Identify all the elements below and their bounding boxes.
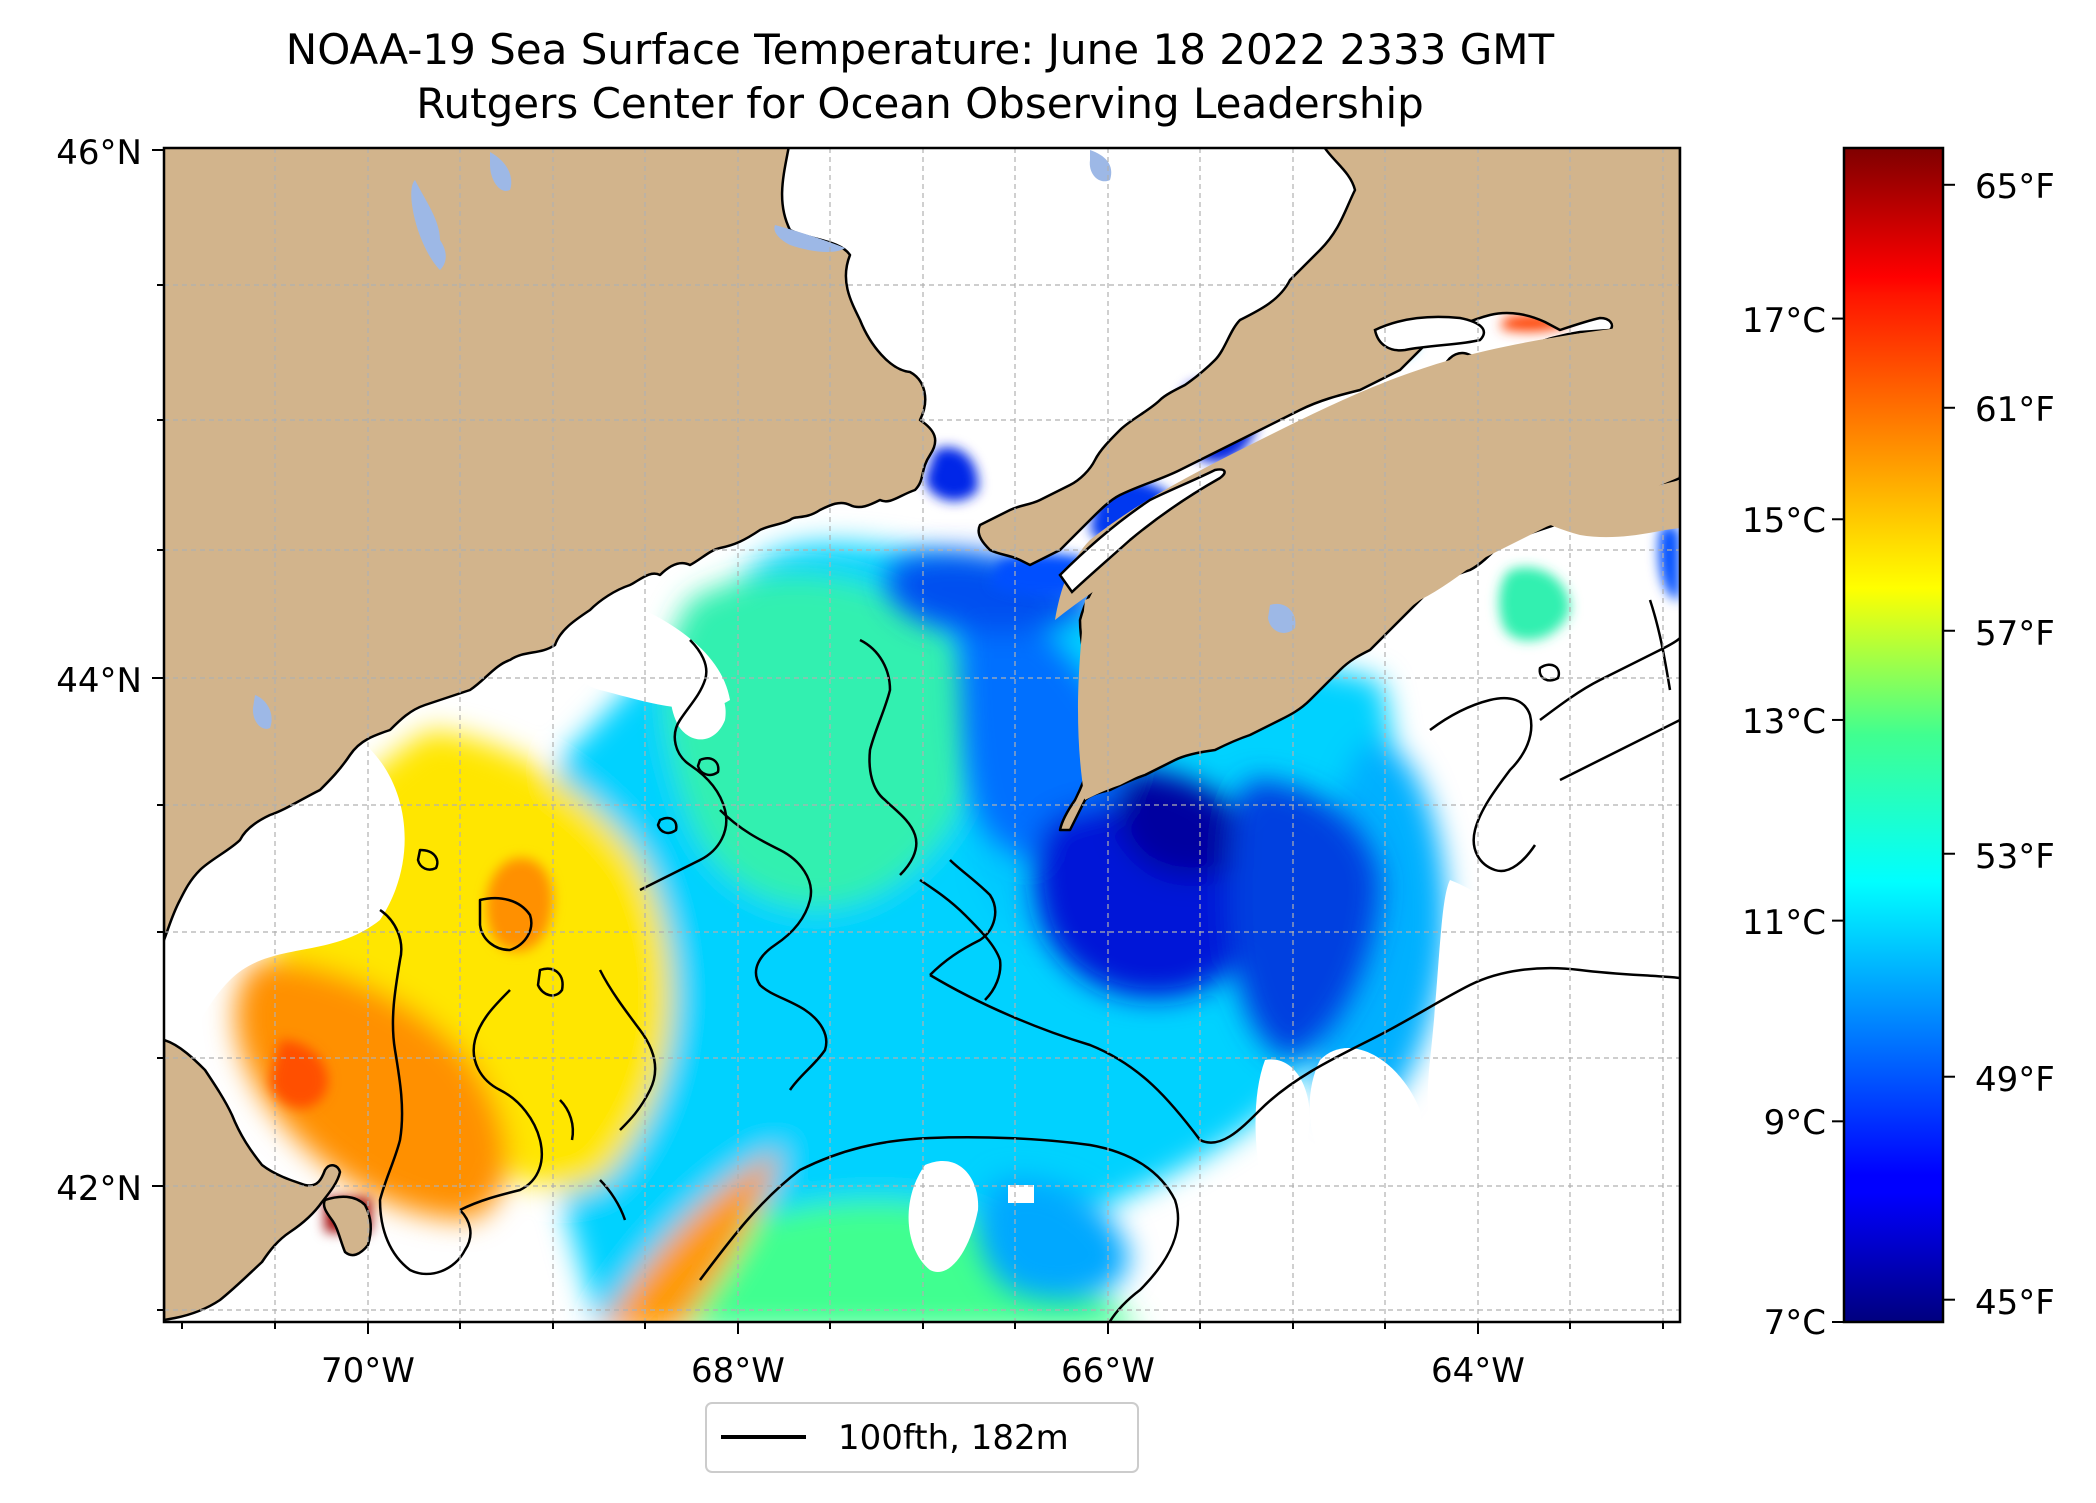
lat-axis: [152, 149, 164, 1311]
colorbar-c-15: 15°C: [1742, 501, 1826, 541]
bay-of-fundy: [1058, 468, 1226, 594]
map-area: [164, 148, 1680, 1322]
legend: 100fth, 182m: [705, 1402, 1139, 1473]
lakes: [252, 150, 1296, 729]
land-southern-ne: [164, 1038, 342, 1322]
lat-label-44: 44°N: [56, 661, 142, 701]
colorbar-c-7: 7°C: [1764, 1303, 1826, 1343]
map-title: NOAA-19 Sea Surface Temperature: June 18…: [285, 25, 1555, 74]
isobath-100fth: [378, 599, 1680, 1322]
colorbar-f-65: 65°F: [1975, 167, 2055, 207]
lat-label-42: 42°N: [56, 1169, 142, 1209]
colorbar-f-49: 49°F: [1975, 1060, 2055, 1100]
land-nova-scotia-main: [1055, 320, 1680, 620]
colorbar-c-9: 9°C: [1764, 1103, 1826, 1143]
land-cape-cod: [322, 1195, 372, 1257]
gridlines: [164, 148, 1680, 1322]
map-subtitle: Rutgers Center for Ocean Observing Leade…: [416, 79, 1424, 128]
legend-label: 100fth, 182m: [838, 1418, 1069, 1458]
lon-label-70: 70°W: [321, 1351, 415, 1391]
colorbar-f-57: 57°F: [1975, 614, 2055, 654]
colorbar-c-13: 13°C: [1742, 702, 1826, 742]
colorbar-f-45: 45°F: [1975, 1283, 2055, 1323]
colorbar-c-11: 11°C: [1742, 903, 1826, 943]
minas-basin: [1373, 315, 1486, 352]
land-new-england: [164, 148, 937, 942]
colorbar-gradient: [1842, 146, 1945, 1324]
lon-label-64: 64°W: [1431, 1351, 1525, 1391]
lon-label-66: 66°W: [1061, 1351, 1155, 1391]
colorbar-c-17: 17°C: [1742, 301, 1826, 341]
lon-axis: [181, 1322, 1664, 1334]
legend-box: [705, 1402, 1139, 1473]
lon-label-68: 68°W: [691, 1351, 785, 1391]
land-nova-scotia-south: [1078, 480, 1680, 800]
colorbar-f-61: 61°F: [1975, 390, 2055, 430]
lat-label-46: 46°N: [56, 133, 142, 173]
colorbar: 17°C 15°C 13°C 11°C 9°C 7°C 65°F 61°F 57…: [1742, 146, 2055, 1343]
colorbar-f-53: 53°F: [1975, 837, 2055, 877]
